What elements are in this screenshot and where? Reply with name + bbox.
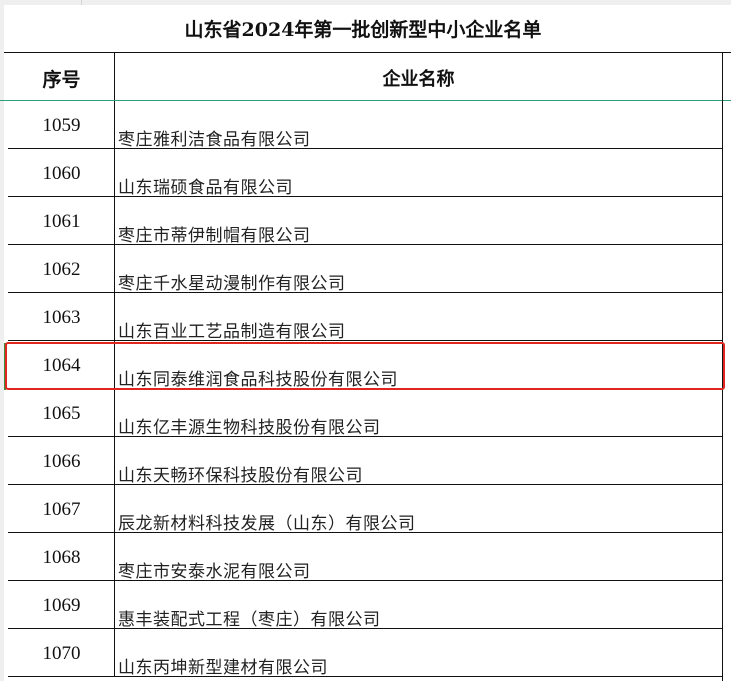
table-row: 1069 惠丰装配式工程（枣庄）有限公司 <box>8 581 722 630</box>
company-name-cell[interactable]: 山东天畅环保科技股份有限公司 <box>118 466 363 486</box>
index-cell[interactable]: 1061 <box>8 197 115 244</box>
index-cell[interactable]: 1064 <box>8 341 115 388</box>
table-row: 1067 辰龙新材料科技发展（山东）有限公司 <box>8 485 722 534</box>
table-row: 1062 枣庄千水星动漫制作有限公司 <box>8 245 722 294</box>
table-row: 1059 枣庄雅利洁食品有限公司 <box>8 101 722 150</box>
company-name-cell[interactable]: 山东百业工艺品制造有限公司 <box>118 322 346 342</box>
table-row: 1061 枣庄市蒂伊制帽有限公司 <box>8 197 722 246</box>
header-row: 序号 企业名称 <box>8 53 722 101</box>
company-name-cell[interactable]: 惠丰装配式工程（枣庄）有限公司 <box>118 610 381 630</box>
header-cell-index[interactable]: 序号 <box>8 53 115 100</box>
index-cell[interactable]: 1070 <box>8 629 115 676</box>
table-row: 1060 山东瑞硕食品有限公司 <box>8 149 722 198</box>
header-index-label: 序号 <box>42 69 81 91</box>
index-cell[interactable]: 1069 <box>8 581 115 628</box>
index-cell[interactable]: 1063 <box>8 293 115 340</box>
row-index: 1069 <box>42 595 81 616</box>
row-index: 1062 <box>42 259 81 280</box>
company-name-cell[interactable]: 山东亿丰源生物科技股份有限公司 <box>118 418 381 438</box>
index-cell[interactable]: 1060 <box>8 149 115 196</box>
table-row: 1068 枣庄市安泰水泥有限公司 <box>8 533 722 582</box>
sheet-title[interactable]: 山东省2024年第一批创新型中小企业名单 <box>184 19 542 41</box>
index-cell[interactable]: 1066 <box>8 437 115 484</box>
header-cell-name[interactable]: 企业名称 <box>382 69 455 90</box>
row-index: 1061 <box>42 211 81 232</box>
table-row: 1065 山东亿丰源生物科技股份有限公司 <box>8 389 722 438</box>
highlight-box <box>5 342 725 390</box>
index-cell[interactable]: 1065 <box>8 389 115 436</box>
row-index: 1070 <box>42 643 81 664</box>
divider <box>4 52 731 53</box>
row-index: 1064 <box>42 355 81 376</box>
row-index: 1067 <box>42 499 81 520</box>
company-name-cell[interactable]: 山东瑞硕食品有限公司 <box>118 178 293 198</box>
company-name-cell[interactable]: 山东同泰维润食品科技股份有限公司 <box>118 370 398 390</box>
table-right-border <box>722 52 723 681</box>
index-cell[interactable]: 1068 <box>8 533 115 580</box>
company-name-cell[interactable]: 枣庄雅利洁食品有限公司 <box>118 130 311 150</box>
company-name-cell[interactable]: 山东丙坤新型建材有限公司 <box>118 658 328 678</box>
row-index: 1068 <box>42 547 81 568</box>
table-row: 1063 山东百业工艺品制造有限公司 <box>8 293 722 342</box>
row-index: 1059 <box>42 115 81 136</box>
company-name-cell[interactable]: 辰龙新材料科技发展（山东）有限公司 <box>118 514 416 534</box>
index-cell[interactable]: 1059 <box>8 101 115 148</box>
company-name-cell[interactable]: 枣庄千水星动漫制作有限公司 <box>118 274 346 294</box>
index-cell[interactable]: 1067 <box>8 485 115 532</box>
company-name-cell[interactable]: 枣庄市安泰水泥有限公司 <box>118 562 311 582</box>
table-row: 1066 山东天畅环保科技股份有限公司 <box>8 437 722 486</box>
table-row: 1070 山东丙坤新型建材有限公司 <box>8 629 722 678</box>
company-name-cell[interactable]: 枣庄市蒂伊制帽有限公司 <box>118 226 311 246</box>
index-cell[interactable]: 1062 <box>8 245 115 292</box>
row-index: 1060 <box>42 163 81 184</box>
column-gridline <box>81 0 82 5</box>
freeze-pane-line <box>0 100 731 101</box>
row-index: 1065 <box>42 403 81 424</box>
row-index: 1063 <box>42 307 81 328</box>
row-index: 1066 <box>42 451 81 472</box>
